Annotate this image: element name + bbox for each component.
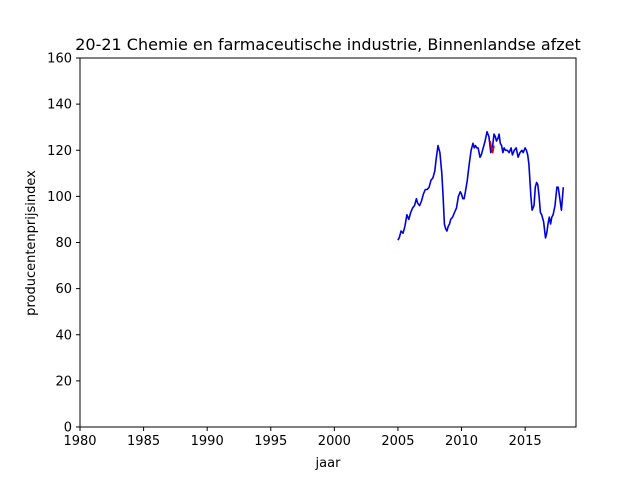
chart-title: 20-21 Chemie en farmaceutische industrie…: [75, 35, 581, 54]
x-tick-label: 1995: [254, 434, 287, 449]
y-tick-label: 160: [47, 52, 72, 67]
x-tick-label: 2010: [445, 434, 478, 449]
series-line-1: [489, 140, 495, 154]
y-tick-label: 100: [47, 190, 72, 205]
x-tick-label: 1985: [127, 434, 160, 449]
x-tick-label: 1980: [63, 434, 96, 449]
y-axis-label: producentenprijsindex: [24, 170, 39, 316]
y-tick-label: 80: [55, 236, 72, 251]
axes-frame: [79, 57, 577, 428]
y-axis-ticks: 0 20 40 60 80 100 120 140 160: [47, 52, 80, 436]
x-axis-ticks: 1980 1985 1990 1995 2000 2005 2010 2015: [63, 427, 542, 449]
x-axis-label: jaar: [315, 456, 342, 471]
x-tick-label: 2000: [318, 434, 351, 449]
series-line-0: [397, 131, 565, 241]
y-tick-label: 0: [64, 421, 72, 436]
plot-area: [79, 57, 577, 428]
y-tick-label: 60: [55, 282, 72, 297]
y-tick-label: 140: [47, 98, 72, 113]
y-tick-label: 40: [55, 328, 72, 343]
x-tick-label: 1990: [191, 434, 224, 449]
x-tick-label: 2015: [509, 434, 542, 449]
y-tick-label: 20: [55, 374, 72, 389]
y-tick-label: 120: [47, 144, 72, 159]
series-layer: [397, 131, 565, 241]
x-tick-label: 2005: [381, 434, 414, 449]
